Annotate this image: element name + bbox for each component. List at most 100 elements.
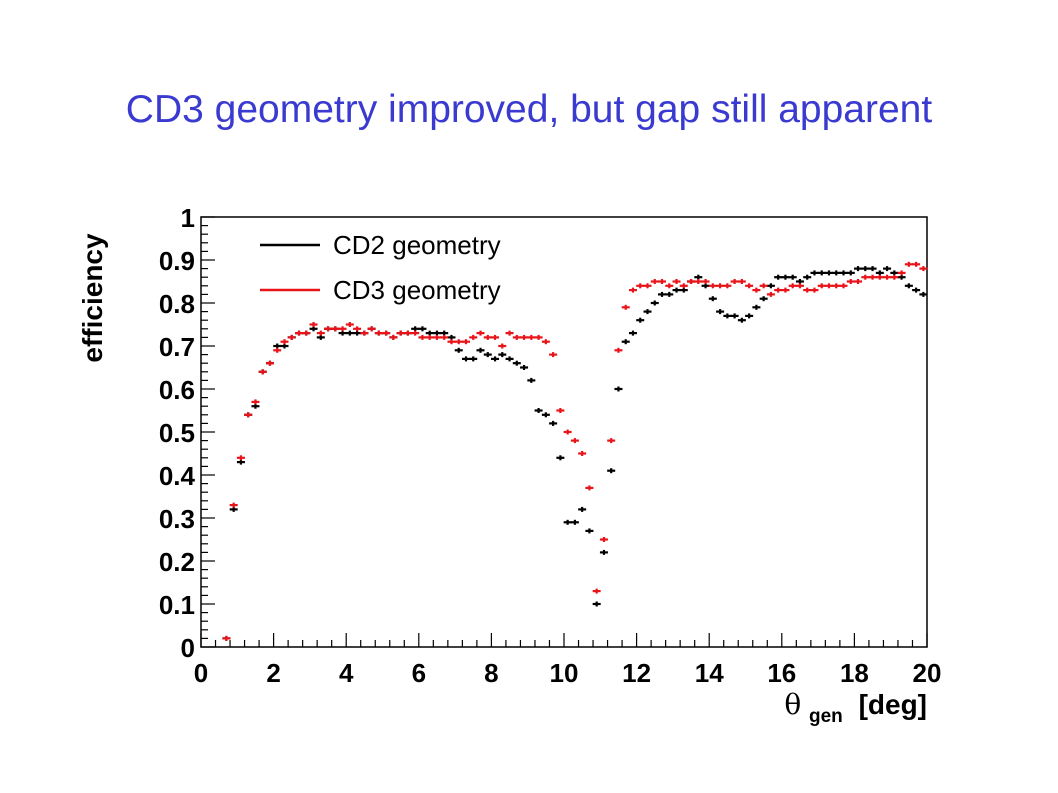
data-point <box>672 279 681 284</box>
data-point <box>599 537 608 542</box>
data-point <box>861 274 870 280</box>
data-point <box>824 283 833 289</box>
slide-title: CD3 geometry improved, but gap still app… <box>125 88 933 131</box>
data-point <box>280 339 289 345</box>
data-point <box>752 304 761 310</box>
data-point <box>353 326 362 332</box>
data-point <box>781 274 790 280</box>
data-point <box>280 343 289 349</box>
data-point <box>788 283 797 289</box>
data-point <box>309 322 318 327</box>
data-point <box>868 266 877 272</box>
data-point <box>222 635 231 641</box>
y-tick-label: 0.6 <box>159 375 195 405</box>
x-tick-label: 18 <box>840 658 869 688</box>
x-axis-label: θ gen [deg] <box>784 688 927 728</box>
data-point <box>759 283 768 289</box>
data-point <box>708 296 717 302</box>
data-point <box>875 270 884 276</box>
y-tick-label: 0.2 <box>159 547 195 577</box>
data-point <box>520 365 529 370</box>
data-point <box>730 279 739 284</box>
data-point <box>505 356 514 362</box>
data-point <box>781 287 790 293</box>
data-point <box>868 274 877 280</box>
data-point <box>570 519 579 525</box>
x-tick-label: 16 <box>767 658 796 688</box>
data-point <box>737 279 746 284</box>
data-point <box>236 459 245 465</box>
data-point <box>912 261 921 267</box>
data-point <box>425 330 434 336</box>
data-point <box>599 549 608 555</box>
data-point <box>839 283 848 289</box>
data-point <box>244 412 253 418</box>
data-point <box>309 326 318 332</box>
data-point <box>897 270 906 276</box>
data-point <box>302 330 311 336</box>
data-point <box>476 347 485 353</box>
data-point <box>701 279 710 284</box>
data-point <box>824 270 833 276</box>
data-point <box>447 334 456 340</box>
data-point <box>795 279 804 284</box>
y-tick-label: 1 <box>181 203 195 233</box>
y-axis-label: efficiency <box>77 233 108 363</box>
data-point <box>875 274 884 280</box>
data-point <box>803 274 812 280</box>
data-point <box>440 330 449 336</box>
data-point <box>491 356 500 362</box>
x-tick-label: 10 <box>550 658 579 688</box>
data-point <box>832 270 841 276</box>
data-point <box>229 506 238 512</box>
data-point <box>418 326 427 332</box>
data-point <box>389 334 398 340</box>
data-point <box>556 408 565 413</box>
data-point <box>665 291 674 297</box>
data-point <box>345 330 354 336</box>
data-point <box>527 377 536 383</box>
data-point <box>454 347 463 353</box>
data-point <box>897 274 906 280</box>
series-layer <box>222 261 928 641</box>
data-point <box>716 283 725 289</box>
data-point <box>236 455 245 461</box>
data-point <box>353 330 362 336</box>
data-point <box>904 261 913 267</box>
data-point <box>324 326 333 332</box>
data-point <box>694 279 703 284</box>
series-cd2 <box>222 266 928 641</box>
data-point <box>861 266 870 272</box>
x-tick-label: 2 <box>266 658 280 688</box>
y-tick-label: 0.7 <box>159 332 195 362</box>
data-point <box>701 283 710 289</box>
data-point <box>418 334 427 340</box>
data-point <box>679 283 688 289</box>
data-point <box>461 339 470 345</box>
data-point <box>469 334 478 340</box>
y-tick-label: 0.3 <box>159 504 195 534</box>
data-point <box>607 438 616 444</box>
data-point <box>817 283 826 289</box>
data-point <box>592 601 601 607</box>
data-point <box>534 334 543 340</box>
data-point <box>650 300 659 306</box>
data-point <box>716 309 725 315</box>
data-point <box>520 334 529 340</box>
data-point <box>425 334 434 340</box>
data-point <box>832 283 841 289</box>
data-point <box>570 438 579 444</box>
data-point <box>694 274 703 280</box>
data-point <box>374 330 383 336</box>
data-point <box>730 313 739 319</box>
data-point <box>766 291 775 297</box>
x-tick-label: 4 <box>339 658 354 688</box>
data-point <box>541 339 550 345</box>
data-point <box>636 317 645 323</box>
data-point <box>788 274 797 280</box>
data-point <box>839 270 848 276</box>
data-point <box>854 266 863 272</box>
data-point <box>643 283 652 289</box>
data-point <box>766 283 775 289</box>
